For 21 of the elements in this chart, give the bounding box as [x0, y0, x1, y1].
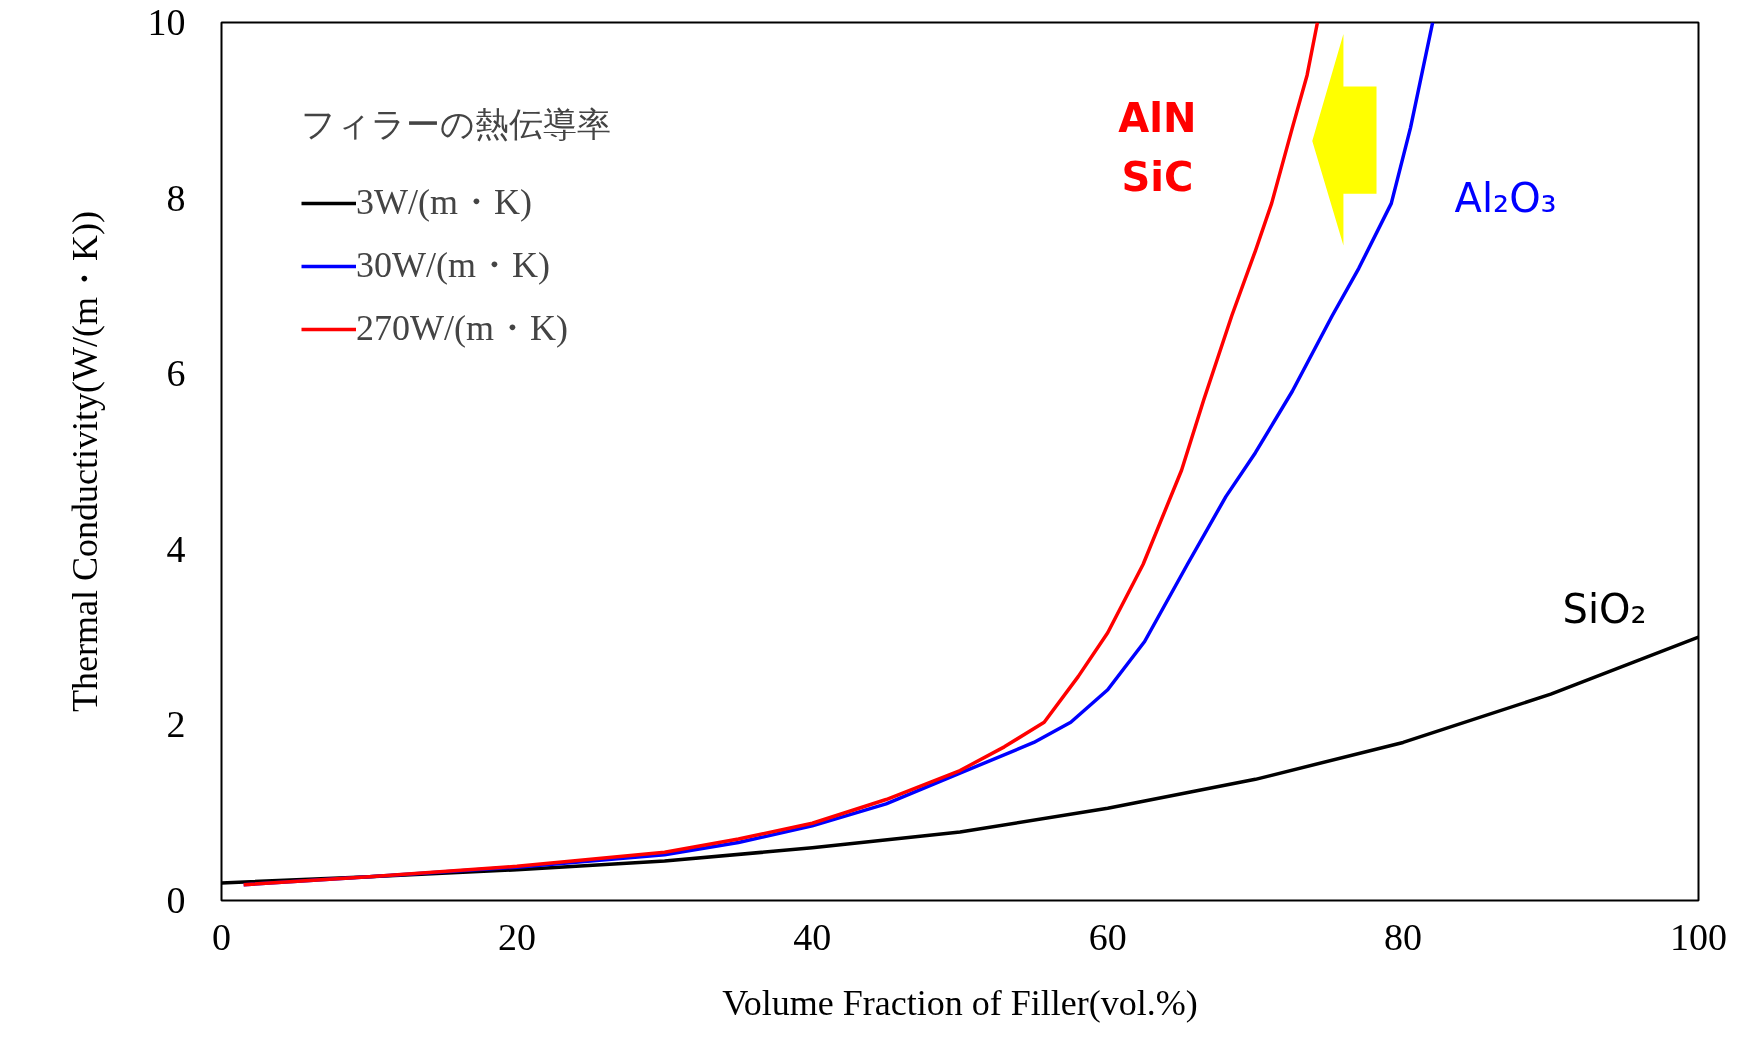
legend-label: 30W/(m・K)	[356, 244, 550, 287]
x-tick-label: 100	[1670, 915, 1727, 958]
annotation: SiO₂	[1562, 586, 1647, 633]
x-tick-label: 80	[1384, 915, 1423, 958]
y-tick-label: 2	[166, 703, 186, 746]
x-tick-label: 60	[1088, 915, 1127, 958]
y-tick-label: 0	[166, 879, 186, 921]
y-axis-title: Thermal Conductivity(W/(m・K))	[64, 211, 105, 712]
x-tick-label: 40	[793, 915, 832, 958]
y-tick-label: 8	[166, 176, 186, 219]
x-axis-title: Volume Fraction of Filler(vol.%)	[722, 982, 1198, 1023]
y-tick-label: 6	[166, 352, 186, 395]
x-tick-label: 20	[497, 915, 536, 958]
legend-title: フィラーの熱伝導率	[301, 103, 611, 146]
y-tick-label: 4	[166, 527, 186, 570]
annotation: AlN SiC	[1118, 94, 1197, 201]
annotation: Al₂O₃	[1454, 174, 1557, 221]
y-tick-label: 10	[147, 1, 186, 43]
x-tick-label: 0	[212, 915, 231, 958]
legend-label: 3W/(m・K)	[356, 181, 532, 224]
legend-label: 270W/(m・K)	[356, 307, 568, 350]
